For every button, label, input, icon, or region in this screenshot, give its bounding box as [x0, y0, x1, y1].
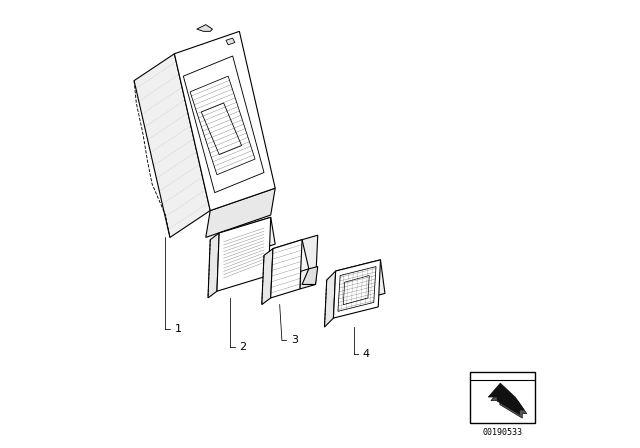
- Polygon shape: [197, 25, 212, 31]
- Polygon shape: [206, 188, 275, 237]
- Polygon shape: [302, 267, 317, 284]
- Polygon shape: [273, 240, 309, 278]
- Polygon shape: [226, 38, 235, 45]
- Polygon shape: [271, 240, 302, 298]
- Polygon shape: [208, 233, 220, 298]
- Polygon shape: [336, 260, 385, 305]
- Polygon shape: [488, 383, 524, 414]
- Polygon shape: [217, 217, 271, 291]
- Text: 2: 2: [239, 342, 246, 352]
- Polygon shape: [134, 54, 210, 237]
- Polygon shape: [300, 235, 317, 289]
- Text: 1: 1: [174, 324, 181, 334]
- Text: 4: 4: [362, 349, 370, 359]
- Text: 3: 3: [291, 336, 298, 345]
- Polygon shape: [491, 387, 527, 418]
- Polygon shape: [174, 31, 275, 211]
- Text: 00190533: 00190533: [483, 428, 522, 437]
- Bar: [470, 372, 535, 423]
- Polygon shape: [220, 217, 275, 260]
- Polygon shape: [262, 249, 273, 305]
- Polygon shape: [202, 103, 242, 155]
- Polygon shape: [324, 271, 336, 327]
- Polygon shape: [333, 260, 380, 318]
